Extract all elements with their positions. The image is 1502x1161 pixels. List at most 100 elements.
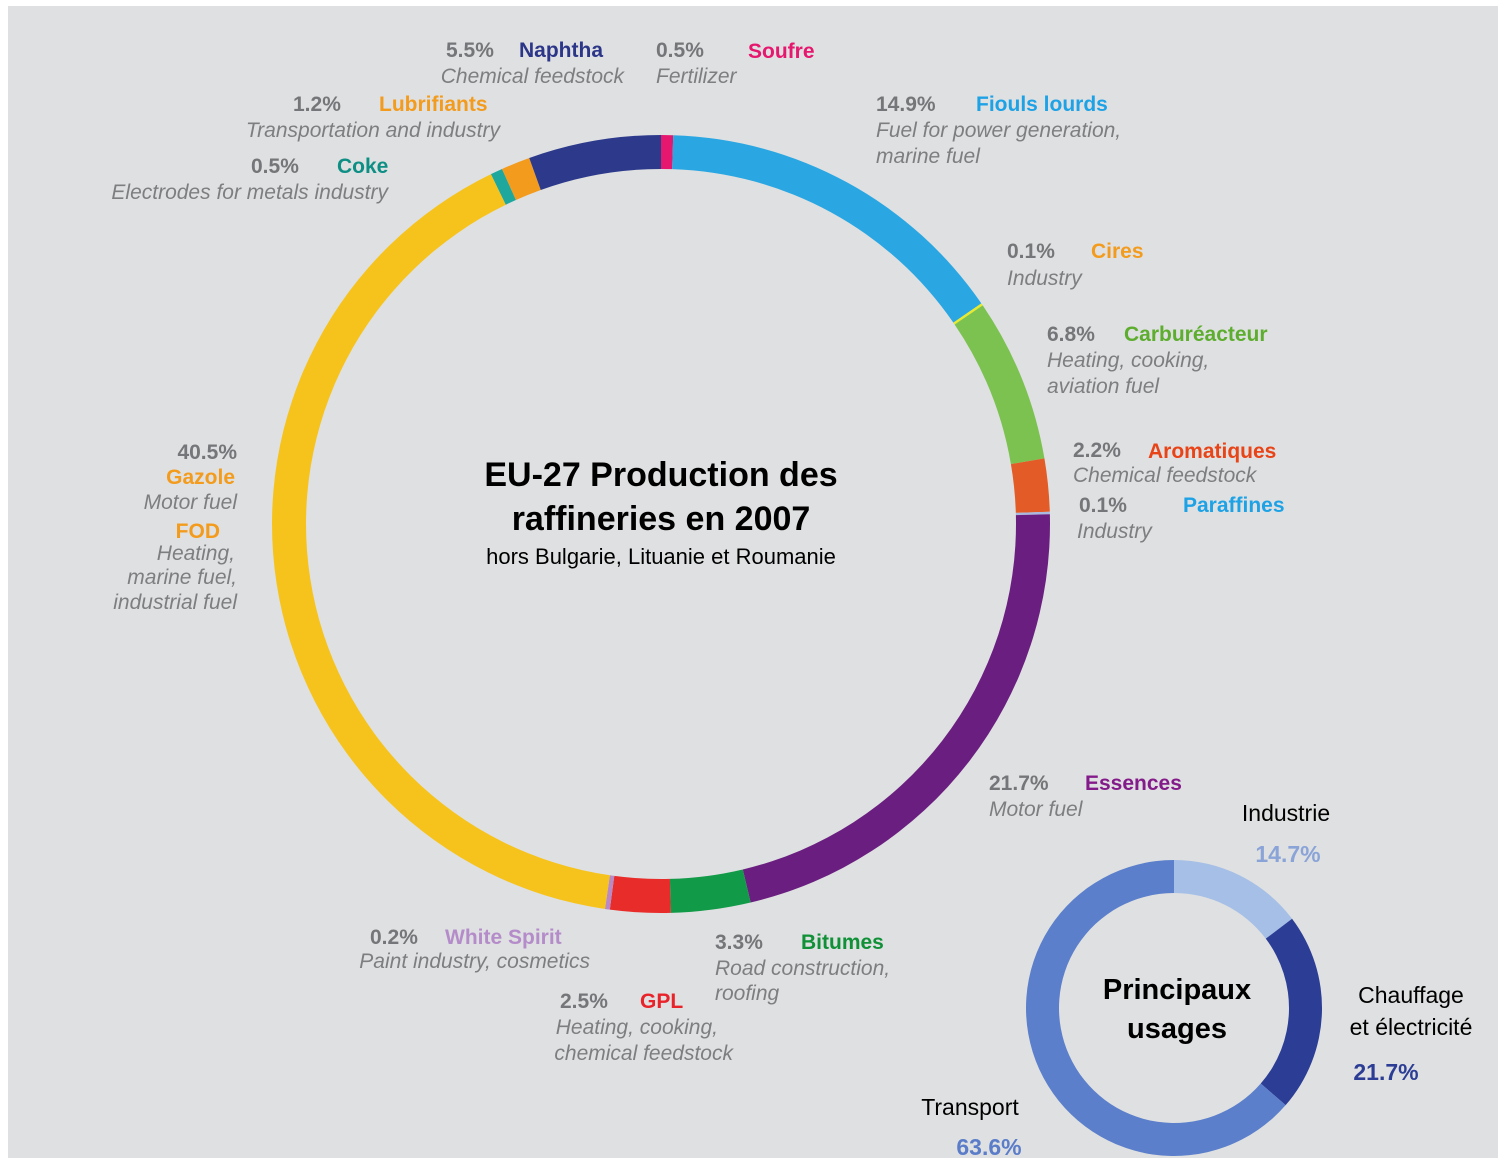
name-coke: Coke [337, 155, 388, 178]
usage-pct-transport: 63.6% [956, 1134, 1021, 1160]
refinery-slice-bitumes [669, 869, 751, 913]
chart-title-line1: EU-27 Production des [484, 456, 837, 494]
usage-label-industrie: Industrie 14.7% [1242, 800, 1330, 867]
refinery-slice-essences [742, 514, 1050, 903]
desc-coke: Electrodes for metals industry [111, 181, 389, 204]
name-naphtha: Naphtha [519, 39, 603, 62]
pct-fiouls-lourds: 14.9% [876, 93, 936, 116]
refinery-slice-naphtha [529, 135, 661, 190]
refinery-slice-fiouls-lourds [672, 135, 982, 323]
label-cires: 0.1% Cires Industry [1007, 240, 1144, 290]
desc-gpl-1: Heating, cooking, [556, 1016, 718, 1039]
usage-title-line2: usages [1127, 1013, 1227, 1045]
name-aromatiques: Aromatiques [1148, 440, 1276, 463]
label-essences: 21.7% Essences Motor fuel [989, 772, 1182, 821]
desc-naphtha: Chemical feedstock [441, 65, 626, 88]
desc-bitumes-1: Road construction, [715, 957, 890, 980]
name-gpl: GPL [640, 990, 683, 1013]
usage-pct-industrie: 14.7% [1255, 841, 1320, 867]
desc-bitumes-2: roofing [715, 982, 780, 1005]
usage-title-line1: Principaux [1103, 974, 1251, 1006]
desc-carbureacteur-2: aviation fuel [1047, 375, 1160, 398]
name-gazole: Gazole [166, 466, 235, 489]
refinery-slice-soufre [661, 135, 674, 170]
refinery-slice-paraffines [1015, 511, 1050, 516]
usage-name-industrie: Industrie [1242, 800, 1330, 826]
label-aromatiques: 2.2% Aromatiques Chemical feedstock [1073, 439, 1276, 487]
chart-subtitle: hors Bulgarie, Lituanie et Roumanie [486, 544, 836, 569]
label-gpl: 2.5% GPL Heating, cooking, chemical feed… [554, 990, 734, 1065]
refinery-slice-gazole [272, 174, 610, 909]
name-bitumes: Bitumes [801, 931, 884, 954]
chart-title-line2: raffineries en 2007 [512, 500, 811, 538]
chart-background [8, 6, 1498, 1158]
label-paraffines: 0.1% Paraffines Industry [1077, 494, 1285, 543]
label-lubrifiants: 1.2% Lubrifiants Transportation and indu… [246, 93, 502, 142]
label-white-spirit: 0.2% White Spirit Paint industry, cosmet… [359, 926, 590, 973]
desc-aromatiques: Chemical feedstock [1073, 464, 1258, 487]
refinery-slice-carbureacteur [954, 305, 1045, 465]
pct-carbureacteur: 6.8% [1047, 323, 1095, 346]
desc-fod-2: marine fuel, [127, 566, 237, 589]
refinery-slice-coke [490, 168, 516, 205]
label-coke: 0.5% Coke Electrodes for metals industry [111, 155, 389, 204]
desc-fod-1: Heating, [157, 542, 235, 565]
name-fiouls-lourds: Fiouls lourds [976, 93, 1108, 116]
usage-pct-chauffage: 21.7% [1353, 1059, 1418, 1085]
desc-fiouls-lourds-1: Fuel for power generation, [876, 119, 1121, 142]
refinery-slice-white-spirit [604, 875, 615, 910]
desc-essences: Motor fuel [989, 798, 1084, 821]
desc-fod-3: industrial fuel [113, 591, 238, 614]
pct-aromatiques: 2.2% [1073, 439, 1121, 462]
refinery-slice-lubrifiants [502, 157, 541, 200]
name-fod: FOD [176, 520, 220, 543]
usage-name-chauffage-2: et électricité [1350, 1014, 1473, 1040]
usage-label-chauffage: Chauffage et électricité 21.7% [1350, 982, 1473, 1085]
label-naphtha: 5.5% Naphtha Chemical feedstock [441, 39, 626, 88]
desc-lubrifiants: Transportation and industry [246, 119, 502, 142]
name-lubrifiants: Lubrifiants [379, 93, 488, 116]
pct-cires: 0.1% [1007, 240, 1055, 263]
refinery-slice-aromatiques [1010, 458, 1050, 513]
usage-name-chauffage-1: Chauffage [1358, 982, 1464, 1008]
pct-paraffines: 0.1% [1079, 494, 1127, 517]
usage-slice-industrie [1174, 860, 1293, 939]
pct-gpl: 2.5% [560, 990, 608, 1013]
name-paraffines: Paraffines [1183, 494, 1285, 517]
label-fiouls-lourds: 14.9% Fiouls lourds Fuel for power gener… [876, 93, 1121, 168]
usage-label-transport: Transport 63.6% [921, 1094, 1021, 1160]
usage-name-transport: Transport [921, 1094, 1019, 1120]
label-carbureacteur: 6.8% Carburéacteur Heating, cooking, avi… [1047, 323, 1268, 398]
desc-gazole: Motor fuel [144, 491, 239, 514]
desc-cires: Industry [1007, 267, 1083, 290]
refinery-slice-gpl [609, 875, 671, 913]
pct-bitumes: 3.3% [715, 931, 763, 954]
desc-paraffines: Industry [1077, 520, 1153, 543]
label-gazole-fod: 40.5% Gazole Motor fuel FOD Heating, mar… [113, 441, 238, 614]
label-soufre: 0.5% Soufre Fertilizer [656, 39, 815, 88]
pct-white-spirit: 0.2% [370, 926, 418, 949]
usage-donut-ring [1025, 860, 1322, 1157]
refinery-slice-cires [953, 303, 983, 325]
name-carbureacteur: Carburéacteur [1124, 323, 1268, 346]
usage-slice-transport [1025, 860, 1286, 1157]
desc-soufre: Fertilizer [656, 65, 738, 88]
usage-slice-chauffage-et-electricite [1260, 918, 1322, 1106]
desc-white-spirit: Paint industry, cosmetics [359, 950, 590, 973]
name-essences: Essences [1085, 772, 1182, 795]
name-cires: Cires [1091, 240, 1144, 263]
pct-coke: 0.5% [251, 155, 299, 178]
name-white-spirit: White Spirit [445, 926, 562, 949]
desc-fiouls-lourds-2: marine fuel [876, 145, 981, 168]
pct-gazole: 40.5% [177, 441, 237, 464]
name-soufre: Soufre [748, 40, 815, 63]
pct-lubrifiants: 1.2% [293, 93, 341, 116]
desc-gpl-2: chemical feedstock [554, 1042, 734, 1065]
label-bitumes: 3.3% Bitumes Road construction, roofing [715, 931, 890, 1005]
desc-carbureacteur-1: Heating, cooking, [1047, 349, 1209, 372]
main-donut-ring [272, 135, 1050, 913]
pct-essences: 21.7% [989, 772, 1049, 795]
pct-soufre: 0.5% [656, 39, 704, 62]
